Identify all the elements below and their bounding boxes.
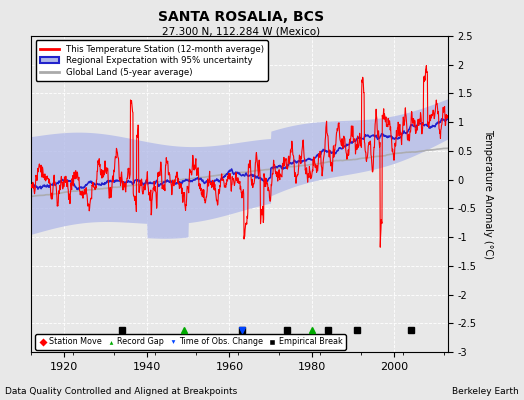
Text: Data Quality Controlled and Aligned at Breakpoints: Data Quality Controlled and Aligned at B…: [5, 387, 237, 396]
Text: Berkeley Earth: Berkeley Earth: [452, 387, 519, 396]
Text: 27.300 N, 112.284 W (Mexico): 27.300 N, 112.284 W (Mexico): [162, 26, 320, 36]
Y-axis label: Temperature Anomaly (°C): Temperature Anomaly (°C): [484, 129, 494, 259]
Legend: Station Move, Record Gap, Time of Obs. Change, Empirical Break: Station Move, Record Gap, Time of Obs. C…: [36, 334, 346, 350]
Text: SANTA ROSALIA, BCS: SANTA ROSALIA, BCS: [158, 10, 324, 24]
